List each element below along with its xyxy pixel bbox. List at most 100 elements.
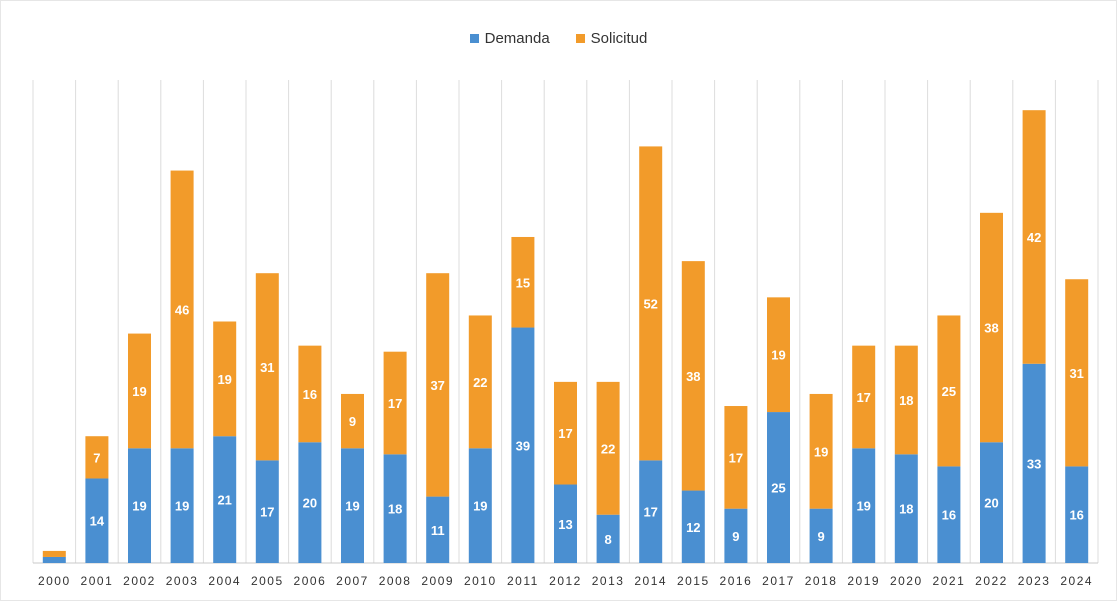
bar-solicitud-2022: [980, 212, 1003, 443]
data-label-solicitud-2012: 17: [558, 426, 572, 441]
x-tick-label-2011: 2011: [507, 574, 539, 588]
bar-solicitud-2019: [852, 345, 876, 449]
data-label-demanda-2014: 17: [643, 505, 657, 520]
data-label-solicitud-2008: 17: [388, 396, 402, 411]
x-tick-label-2007: 2007: [336, 574, 369, 588]
data-label-demanda-2021: 16: [942, 508, 956, 523]
bar-demanda-2023: [1022, 363, 1046, 563]
data-label-solicitud-2018: 19: [814, 444, 828, 459]
data-label-solicitud-2021: 25: [942, 384, 956, 399]
data-label-solicitud-2015: 38: [686, 369, 700, 384]
x-tick-label-2000: 2000: [38, 574, 71, 588]
x-tick-label-2024: 2024: [1060, 574, 1093, 588]
data-label-solicitud-2019: 17: [856, 390, 870, 405]
data-label-demanda-2023: 33: [1027, 456, 1041, 471]
data-label-demanda-2019: 19: [856, 499, 870, 514]
bar-solicitud-2003: [170, 170, 194, 449]
data-label-solicitud-2004: 19: [217, 372, 231, 387]
data-label-demanda-2016: 9: [732, 529, 739, 544]
legend-swatch-demanda: [469, 34, 479, 43]
bar-solicitud-2023: [1022, 110, 1046, 364]
bar-solicitud-2012: [554, 381, 577, 485]
bar-demanda-2001: [85, 478, 109, 563]
bar-demanda-2014: [639, 460, 663, 563]
data-label-demanda-2002: 19: [132, 499, 146, 514]
bar-demanda-2006: [298, 442, 322, 563]
legend-swatch-solicitud: [575, 34, 585, 43]
x-tick-label-2018: 2018: [805, 574, 838, 588]
data-label-solicitud-2013: 22: [601, 441, 615, 456]
bar-solicitud-2005: [255, 273, 279, 461]
data-label-demanda-2015: 12: [686, 520, 700, 535]
x-tick-label-2016: 2016: [720, 574, 753, 588]
bar-demanda-2003: [170, 448, 194, 563]
chart-legend: Demanda Solicitud: [0, 30, 1117, 47]
bar-demanda-2022: [980, 442, 1003, 563]
data-label-solicitud-2016: 17: [729, 450, 743, 465]
bar-demanda-2010: [468, 448, 492, 563]
bar-demanda-2024: [1065, 466, 1089, 563]
x-tick-label-2022: 2022: [975, 574, 1008, 588]
bar-solicitud-2013: [596, 381, 620, 515]
data-label-demanda-2022: 20: [984, 496, 998, 511]
data-label-solicitud-2020: 18: [899, 393, 913, 408]
x-tick-label-2003: 2003: [166, 574, 199, 588]
data-label-solicitud-2014: 52: [643, 296, 657, 311]
bar-solicitud-2002: [128, 333, 151, 449]
bar-solicitud-2006: [298, 345, 322, 443]
bar-solicitud-2001: [85, 436, 109, 479]
legend-item-solicitud: Solicitud: [575, 30, 647, 47]
x-tick-label-2001: 2001: [81, 574, 114, 588]
x-tick-label-2017: 2017: [762, 574, 795, 588]
data-label-demanda-2001: 14: [90, 514, 105, 529]
bar-solicitud-2015: [681, 261, 705, 491]
data-label-solicitud-2001: 7: [93, 450, 100, 465]
data-label-solicitud-2024: 31: [1069, 366, 1083, 381]
bar-demanda-2005: [255, 460, 279, 563]
data-label-solicitud-2006: 16: [303, 387, 317, 402]
data-label-demanda-2017: 25: [771, 481, 785, 496]
x-tick-label-2008: 2008: [379, 574, 412, 588]
legend-item-demanda: Demanda: [469, 30, 550, 47]
x-tick-label-2010: 2010: [464, 574, 497, 588]
bar-demanda-2002: [128, 448, 151, 563]
data-label-solicitud-2007: 9: [349, 414, 356, 429]
data-label-demanda-2006: 20: [303, 496, 317, 511]
data-label-solicitud-2011: 15: [516, 275, 530, 290]
x-tick-label-2012: 2012: [549, 574, 582, 588]
bar-solicitud-2021: [937, 315, 961, 467]
bar-solicitud-2009: [426, 273, 450, 497]
bar-solicitud-2007: [341, 393, 364, 449]
data-label-demanda-2013: 8: [604, 532, 611, 547]
bar-demanda-2013: [596, 514, 620, 563]
x-tick-label-2005: 2005: [251, 574, 284, 588]
bar-demanda-2007: [341, 448, 364, 563]
bar-demanda-2012: [554, 484, 577, 563]
bar-solicitud-2018: [809, 393, 833, 509]
data-label-demanda-2018: 9: [817, 529, 824, 544]
bar-solicitud-2010: [468, 315, 492, 449]
data-label-demanda-2024: 16: [1069, 508, 1083, 523]
data-label-solicitud-2009: 37: [430, 378, 444, 393]
bar-demanda-2011: [511, 327, 535, 563]
bar-solicitud-2004: [213, 321, 237, 437]
x-tick-label-2014: 2014: [634, 574, 667, 588]
data-label-demanda-2010: 19: [473, 499, 487, 514]
data-label-solicitud-2022: 38: [984, 321, 998, 336]
bar-solicitud-2014: [639, 146, 663, 461]
bar-demanda-2004: [213, 436, 237, 563]
bar-demanda-2008: [383, 454, 407, 563]
x-tick-label-2009: 2009: [421, 574, 454, 588]
data-label-solicitud-2002: 19: [132, 384, 146, 399]
data-label-demanda-2011: 39: [516, 438, 530, 453]
x-tick-label-2006: 2006: [294, 574, 327, 588]
x-tick-label-2020: 2020: [890, 574, 923, 588]
bar-solicitud-2017: [767, 297, 790, 413]
data-label-solicitud-2003: 46: [175, 302, 189, 317]
data-label-demanda-2004: 21: [217, 493, 231, 508]
bar-demanda-2021: [937, 466, 961, 563]
x-tick-label-2021: 2021: [933, 574, 966, 588]
bar-demanda-2015: [681, 490, 705, 563]
bar-solicitud-2024: [1065, 279, 1089, 467]
bar-demanda-2018: [809, 508, 833, 563]
